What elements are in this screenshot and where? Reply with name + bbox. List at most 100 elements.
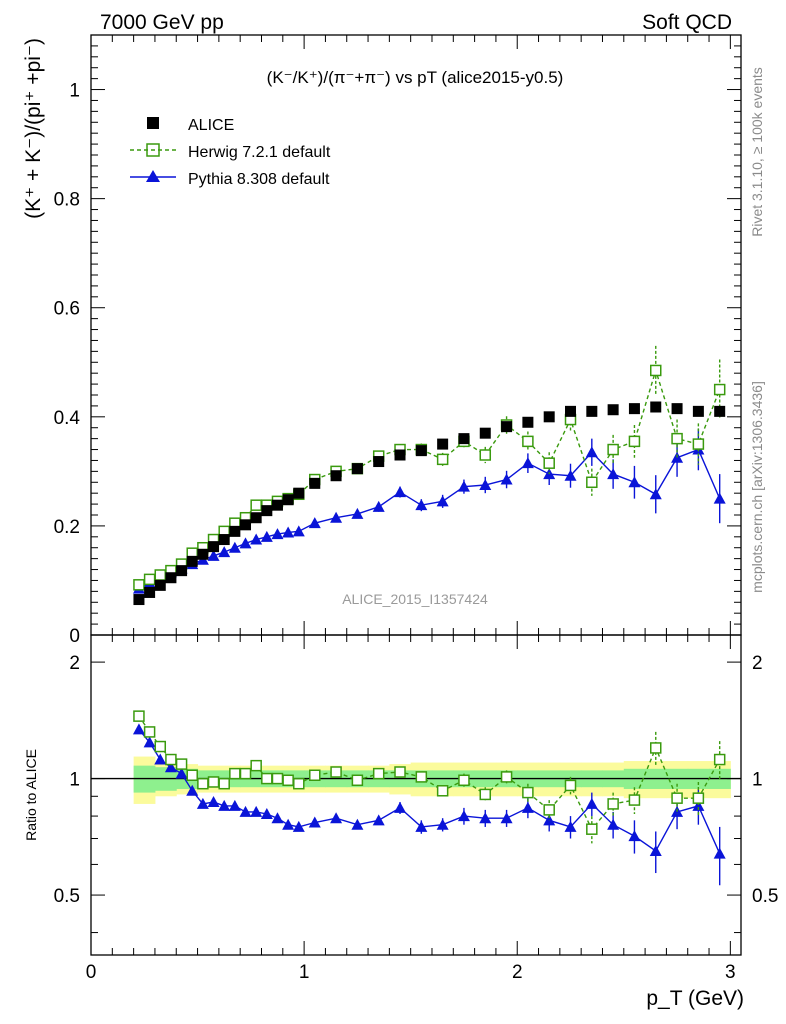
main-alice-marker <box>479 427 491 439</box>
ratio-herwig-marker <box>229 767 241 780</box>
ratio-herwig-marker <box>133 710 145 722</box>
main-alice-marker <box>437 438 449 450</box>
main-herwig-marker <box>713 383 726 396</box>
ratio-pythia-marker <box>143 736 156 748</box>
main-alice-marker <box>309 477 321 489</box>
main-herwig-marker <box>650 364 662 377</box>
header-right-label: Soft QCD <box>642 11 732 34</box>
ratio-pythia-marker <box>394 801 407 813</box>
legend: ALICE Herwig 7.2.1 default Pythia 8.308 … <box>130 117 331 188</box>
x-tick-label: 1 <box>299 962 310 983</box>
main-plot-title: (K⁻/K⁺)/(π⁻+π⁻) vs pT (alice2015-y0.5) <box>267 68 564 87</box>
ratio-pythia-marker <box>250 805 263 817</box>
main-alice-marker <box>165 572 177 584</box>
main-y-tick-label: 0.8 <box>54 190 80 211</box>
legend-pythia-label: Pythia 8.308 default <box>188 171 330 188</box>
x-axis-label: p_T (GeV) <box>646 987 744 1010</box>
ratio-herwig-marker <box>330 766 342 778</box>
main-alice-marker <box>351 463 363 475</box>
ratio-pythia-marker <box>351 818 364 830</box>
ratio-y-tick-label: 2 <box>69 653 80 674</box>
x-tick-label: 2 <box>512 962 523 983</box>
main-pythia-line <box>138 448 721 590</box>
x-tick-label: 0 <box>86 962 97 983</box>
ratio-pythia-marker <box>415 820 428 832</box>
main-alice-marker <box>133 594 145 606</box>
main-alice-marker <box>261 505 273 517</box>
main-pythia-marker <box>394 486 407 498</box>
main-y-tick-label: 0.2 <box>54 517 80 538</box>
ratio-pythia-marker <box>292 820 305 832</box>
ratio-herwig-marker <box>671 792 683 804</box>
main-alice-marker <box>692 405 704 417</box>
main-alice-marker <box>250 512 262 524</box>
main-herwig-marker <box>436 453 449 466</box>
legend-herwig-marker <box>146 143 160 157</box>
main-alice-marker <box>543 411 555 423</box>
ratio-herwig-marker <box>415 771 428 783</box>
ratio-pythia-marker <box>207 795 220 807</box>
ratio-y-tick-label: 0.5 <box>54 886 80 907</box>
legend-alice-label: ALICE <box>188 117 234 134</box>
main-alice-marker <box>282 494 294 506</box>
legend-herwig-label: Herwig 7.2.1 default <box>188 144 331 161</box>
ratio-y-tick-label-right: 0.5 <box>752 886 778 907</box>
ratio-herwig-marker <box>143 726 156 738</box>
main-pythia-marker <box>479 479 492 490</box>
main-pythia-marker <box>500 473 513 485</box>
ratio-herwig-marker <box>650 742 662 754</box>
ratio-pythia-marker <box>330 812 343 824</box>
main-y-tick-label: 0 <box>69 626 80 647</box>
main-alice-marker <box>714 405 726 417</box>
ratio-pythia-marker <box>164 761 177 773</box>
main-pythia-marker <box>713 492 726 504</box>
ratio-pythia-marker <box>585 797 598 809</box>
main-pythia-marker <box>628 476 641 488</box>
legend-alice-marker <box>147 117 159 129</box>
ratio-pythia-marker <box>218 799 231 811</box>
main-pythia-marker <box>260 530 273 542</box>
main-herwig-marker <box>143 573 156 586</box>
ratio-herwig-marker <box>239 767 252 780</box>
main-pythia-marker <box>308 517 321 529</box>
main-alice-marker <box>565 405 577 417</box>
ratio-herwig-marker <box>261 772 273 785</box>
main-pythia-marker <box>351 507 364 519</box>
main-herwig-marker <box>692 438 705 450</box>
main-alice-marker <box>240 519 252 531</box>
ratio-pythia-marker <box>175 767 188 779</box>
legend-pythia-marker <box>146 170 160 182</box>
ratio-pythia-marker <box>607 818 620 830</box>
ratio-herwig-marker <box>197 777 209 790</box>
main-alice-marker <box>176 565 188 577</box>
main-y-tick-label: 0.4 <box>54 408 81 429</box>
main-pythia-marker <box>207 549 220 561</box>
ratio-pythia-marker <box>260 807 273 819</box>
main-alice-marker <box>650 401 662 413</box>
main-pythia-marker <box>585 446 598 458</box>
main-herwig-marker <box>607 443 619 456</box>
main-alice-marker <box>208 541 220 553</box>
main-herwig-marker <box>543 457 555 469</box>
ratio-pythia-marker <box>457 810 470 822</box>
ratio-pythia-marker <box>196 797 209 809</box>
ratio-pythia-marker <box>372 814 385 826</box>
ratio-herwig-marker <box>522 786 534 799</box>
ratio-herwig-marker <box>564 779 577 792</box>
main-y-axis-label: (K⁺ + K⁻)/(pi⁺ +pi⁻) <box>22 38 45 219</box>
main-herwig-marker <box>628 435 641 448</box>
chart-dynamic-layer: 0 1 2 3 0 0.2 0.4 0.6 0.8 1 0.5 0.5 1 1 2 2 <box>54 34 778 983</box>
ratio-herwig-marker <box>372 767 385 780</box>
ratio-herwig-marker <box>218 777 230 790</box>
main-alice-marker <box>607 404 619 416</box>
ratio-pythia-marker <box>436 818 449 830</box>
main-pythia-marker <box>330 511 343 523</box>
main-pythia-marker <box>607 468 620 480</box>
ratio-pythia-marker <box>521 801 534 813</box>
main-pythia-marker <box>521 457 534 469</box>
main-y-tick-label: 0.6 <box>54 299 80 320</box>
ratio-herwig-marker <box>309 769 321 782</box>
main-alice-marker <box>186 555 198 567</box>
ratio-herwig-marker <box>282 774 294 787</box>
ratio-pythia-marker <box>228 799 241 811</box>
